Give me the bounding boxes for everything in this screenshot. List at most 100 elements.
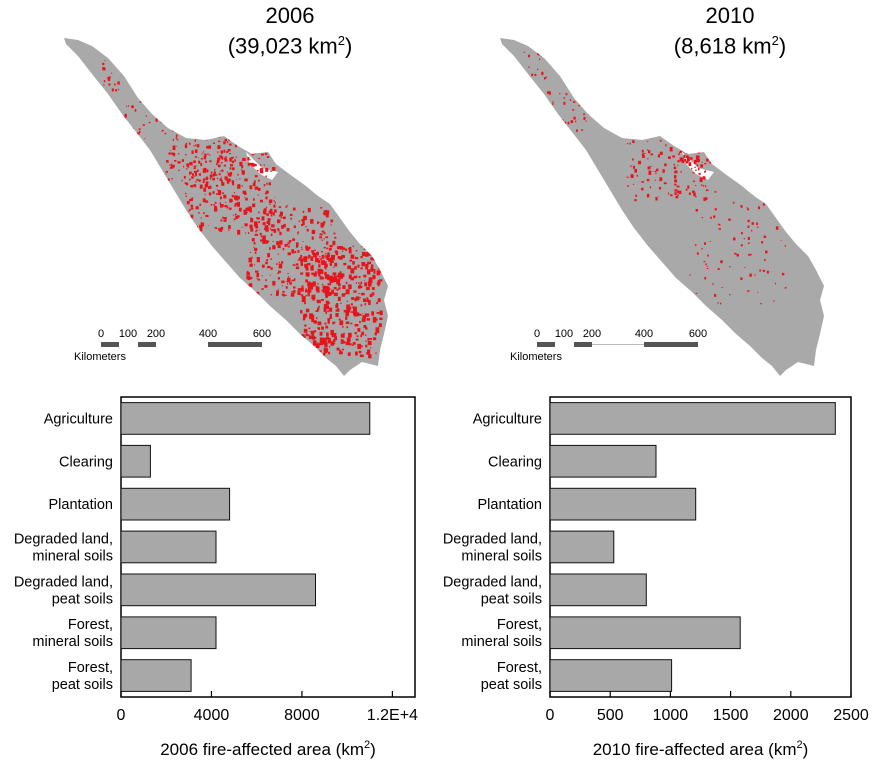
bar: [120, 573, 316, 607]
fire-pixel: [189, 208, 191, 211]
scale-label: 0: [98, 328, 104, 340]
fire-pixel: [279, 211, 283, 216]
fire-pixel: [245, 197, 248, 201]
fire-pixel: [278, 288, 280, 290]
fire-pixel: [138, 128, 141, 130]
fire-pixel: [676, 185, 680, 188]
fire-pixel: [354, 324, 359, 327]
fire-pixel: [322, 277, 325, 280]
fire-pixel: [305, 308, 310, 313]
fire-pixel: [237, 173, 239, 176]
map-area: (39,023 km2): [227, 33, 353, 59]
fire-pixel: [178, 169, 180, 172]
fire-pixel: [190, 198, 193, 202]
fire-pixel: [595, 113, 598, 116]
fire-pixel: [312, 264, 314, 266]
fire-pixel: [517, 63, 520, 65]
fire-pixel: [714, 294, 717, 297]
fire-pixel: [741, 232, 743, 235]
fire-pixel: [311, 250, 315, 253]
fire-pixel: [200, 162, 202, 165]
fire-pixel: [338, 287, 341, 290]
fire-pixel: [300, 341, 303, 346]
fire-pixel: [346, 304, 350, 310]
scale-segment: [138, 342, 156, 347]
fire-pixel: [187, 165, 190, 168]
fire-pixel: [763, 235, 767, 238]
fire-pixel: [705, 185, 707, 188]
fire-pixel: [267, 218, 271, 221]
fire-pixel: [315, 352, 318, 356]
fire-pixel: [552, 101, 554, 103]
fire-pixel: [172, 145, 176, 150]
fire-pixel: [133, 137, 136, 141]
fire-pixel: [129, 135, 131, 137]
fire-pixel: [316, 287, 319, 290]
map-title-2006: 2006 (39,023 km2): [215, 3, 365, 58]
fire-pixel: [338, 277, 341, 281]
fire-pixel: [673, 172, 675, 174]
bar: [120, 487, 231, 521]
fire-pixel: [190, 185, 193, 188]
fire-pixel: [272, 280, 276, 286]
fire-pixel: [193, 160, 196, 163]
fire-pixel: [178, 104, 181, 108]
fire-pixel: [704, 162, 707, 165]
fire-pixel: [278, 206, 282, 208]
fire-pixel: [283, 216, 286, 220]
category-label: Plantation: [478, 497, 543, 513]
fire-pixel: [347, 265, 351, 270]
fire-pixel: [703, 185, 705, 187]
fire-pixel: [761, 241, 764, 244]
fire-pixel: [647, 166, 651, 170]
fire-pixel: [578, 104, 580, 107]
fire-pixel: [599, 103, 600, 106]
fire-pixel: [674, 179, 678, 183]
fire-pixel: [246, 276, 250, 280]
fire-pixel: [269, 247, 271, 250]
scale-segment: [644, 342, 698, 347]
fire-pixel: [262, 222, 266, 226]
fire-pixel: [323, 254, 325, 257]
fire-pixel: [563, 101, 566, 105]
fire-pixel: [721, 287, 723, 288]
fire-pixel: [185, 192, 187, 195]
fire-pixel: [233, 218, 236, 221]
fire-pixel: [200, 217, 202, 219]
fire-pixel: [697, 151, 701, 154]
fire-pixel: [273, 200, 275, 202]
fire-pixel: [312, 281, 316, 286]
scale-unit: Kilometers: [510, 351, 562, 363]
fire-pixel: [291, 283, 292, 285]
fire-pixel: [377, 284, 380, 287]
fire-pixel: [759, 269, 761, 272]
fire-pixel: [697, 167, 700, 171]
fire-pixel: [165, 171, 168, 173]
fire-pixel: [187, 220, 191, 224]
fire-pixel: [148, 121, 151, 124]
fire-pixel: [333, 266, 335, 268]
fire-pixel: [663, 182, 667, 185]
fire-pixel: [577, 97, 580, 100]
fire-pixel: [226, 151, 229, 153]
fire-pixel: [276, 292, 279, 297]
fire-pixel: [775, 226, 779, 230]
fire-pixel: [237, 229, 241, 235]
fire-pixel: [310, 219, 314, 224]
fire-pixel: [261, 216, 265, 221]
fire-pixel: [335, 251, 339, 256]
fire-pixel: [687, 157, 690, 159]
fire-pixel: [537, 52, 540, 56]
scale-label: 200: [583, 328, 601, 340]
fire-pixel: [341, 254, 345, 259]
fire-pixel: [349, 259, 353, 262]
fire-pixel: [757, 226, 759, 228]
fire-pixel: [581, 129, 584, 131]
fire-pixel: [328, 249, 331, 251]
fire-pixel: [321, 239, 323, 241]
fire-pixel: [327, 283, 332, 286]
fire-pixel: [356, 312, 359, 316]
fire-pixel: [263, 184, 266, 187]
fire-pixel: [226, 171, 228, 173]
fire-pixel: [511, 57, 513, 59]
